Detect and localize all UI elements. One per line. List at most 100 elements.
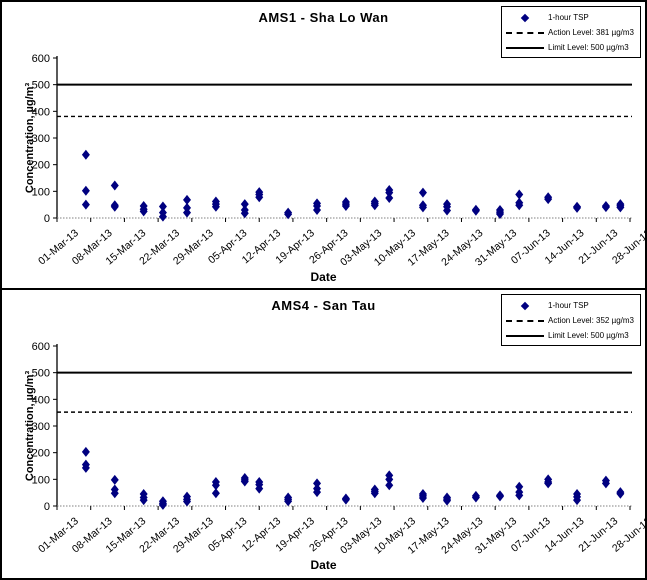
legend-item-limit-level: Limit Level: 500 µg/m3 <box>502 328 640 343</box>
data-point <box>418 187 427 198</box>
data-point <box>81 446 90 457</box>
y-tick-label: 500 <box>32 368 50 380</box>
data-point <box>385 480 394 491</box>
data-point <box>544 194 553 205</box>
chart-title: AMS1 - Sha Lo Wan <box>258 10 389 25</box>
data-point <box>515 490 524 501</box>
legend-item-action-level: Action Level: 381 µg/m3 <box>502 25 640 40</box>
data-point <box>418 493 427 503</box>
y-tick-label: 500 <box>32 80 50 92</box>
y-axis-label: Concentration, µg/m³ <box>24 370 36 482</box>
legend-label: 1-hour TSP <box>548 301 589 310</box>
data-point <box>139 206 148 217</box>
legend-item-tsp: 1-hour TSP <box>502 298 640 313</box>
data-point <box>418 202 427 213</box>
data-point <box>515 189 524 200</box>
data-point <box>495 491 504 502</box>
data-point <box>443 205 452 216</box>
legend: 1-hour TSP Action Level: 352 µg/m3 Limit… <box>501 294 641 346</box>
legend-item-action-level: Action Level: 352 µg/m3 <box>502 313 640 328</box>
data-point <box>81 199 90 210</box>
data-point <box>211 480 220 491</box>
legend-label: Limit Level: 500 µg/m3 <box>548 43 629 52</box>
diamond-marker-icon <box>502 13 548 22</box>
data-point <box>573 202 582 213</box>
y-tick-label: 200 <box>32 448 50 460</box>
diamond-marker-icon <box>502 301 548 310</box>
chart-panel-ams4: 0 100 200 300 400 500 600 01-Mar-13 08-Mar-13 15-… <box>2 290 645 578</box>
data-point <box>313 205 322 215</box>
data-point <box>110 474 119 485</box>
scatter-plot-ams1: 010020030040050060001-Mar-1308-Mar-1315-… <box>32 53 645 269</box>
legend-label: Limit Level: 500 µg/m3 <box>548 331 629 340</box>
data-point <box>240 199 249 210</box>
x-axis-label: Date <box>310 558 337 572</box>
chart-title: AMS4 - San Tau <box>271 298 376 313</box>
y-tick-label: 400 <box>32 106 50 118</box>
data-point <box>385 474 394 485</box>
data-point <box>341 494 350 505</box>
data-point <box>341 201 350 211</box>
y-tick-label: 300 <box>32 133 50 145</box>
data-point <box>313 478 322 489</box>
data-point <box>616 488 625 499</box>
data-point <box>158 201 167 212</box>
dashed-line-icon <box>502 31 548 34</box>
data-point <box>370 488 379 499</box>
data-point <box>81 462 90 473</box>
y-tick-label: 100 <box>32 186 50 198</box>
data-point <box>183 194 192 205</box>
data-point <box>495 209 504 219</box>
y-tick-label: 0 <box>44 501 50 513</box>
data-point <box>370 200 379 211</box>
y-tick-label: 400 <box>32 394 50 406</box>
y-tick-label: 300 <box>32 421 50 433</box>
data-point <box>616 202 625 213</box>
y-axis-label: Concentration, µg/m³ <box>24 82 36 194</box>
y-tick-label: 0 <box>44 213 50 225</box>
y-tick-label: 600 <box>32 341 50 353</box>
data-point <box>284 209 293 220</box>
data-point <box>240 208 249 219</box>
data-point <box>515 481 524 492</box>
data-point <box>313 487 322 498</box>
scatter-plot-ams4: 010020030040050060001-Mar-1308-Mar-1315-… <box>32 341 645 557</box>
y-tick-label: 200 <box>32 160 50 172</box>
data-point <box>211 201 220 212</box>
data-point <box>110 201 119 212</box>
data-point <box>158 499 167 510</box>
data-point <box>81 185 90 196</box>
legend-label: Action Level: 352 µg/m3 <box>548 316 634 325</box>
data-point <box>255 192 264 203</box>
data-point <box>471 205 480 216</box>
solid-line-icon <box>502 334 548 337</box>
solid-line-icon <box>502 46 548 49</box>
data-point <box>183 496 192 507</box>
data-point <box>385 187 394 198</box>
data-point <box>385 193 394 203</box>
data-point <box>240 476 249 487</box>
dashed-line-icon <box>502 319 548 322</box>
legend-item-limit-level: Limit Level: 500 µg/m3 <box>502 40 640 55</box>
data-point <box>601 478 610 489</box>
y-tick-label: 100 <box>32 474 50 486</box>
x-axis-label: Date <box>310 270 337 284</box>
legend-item-tsp: 1-hour TSP <box>502 10 640 25</box>
data-point <box>81 149 90 160</box>
data-point <box>544 478 553 489</box>
data-point <box>139 495 148 506</box>
data-point <box>255 483 264 494</box>
data-point <box>471 492 480 503</box>
data-point <box>443 495 452 506</box>
data-point <box>158 211 167 222</box>
data-point <box>573 495 582 506</box>
data-point <box>515 200 524 211</box>
data-point <box>110 488 119 499</box>
data-point <box>284 496 293 507</box>
chart-panel-ams1: 0 100 200 300 400 500 600 01-Mar-13 08-Mar-13 15-… <box>2 2 645 290</box>
data-point <box>601 202 610 213</box>
data-point <box>110 180 119 191</box>
y-tick-label: 600 <box>32 53 50 65</box>
legend-label: Action Level: 381 µg/m3 <box>548 28 634 37</box>
